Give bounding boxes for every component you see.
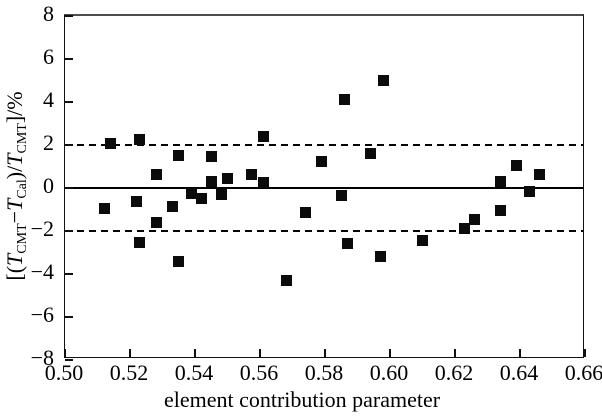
data-point [524, 185, 536, 197]
data-point [280, 274, 292, 286]
x-tick-label: 0.62 [434, 360, 474, 385]
x-tick-mark [194, 349, 196, 357]
y-tick-label: 2 [43, 130, 54, 155]
y-axis-label-segment: T [2, 153, 27, 166]
x-tick-label: 0.52 [109, 360, 149, 385]
data-point [105, 138, 116, 150]
x-tick-mark [259, 349, 261, 357]
y-tick-label: −2 [30, 216, 54, 241]
y-tick-mark [65, 58, 73, 60]
tolerance-line [65, 144, 583, 146]
y-tick-mark [65, 101, 73, 103]
data-point [186, 187, 198, 199]
y-tick-mark [65, 15, 73, 17]
y-tick-label: −4 [30, 259, 54, 284]
data-point [150, 216, 162, 228]
y-tick-mark [65, 144, 73, 146]
data-point [134, 134, 146, 146]
data-point [166, 200, 178, 212]
data-point [339, 94, 350, 106]
y-tick-label: 0 [43, 173, 54, 198]
data-point [131, 196, 142, 208]
data-point [495, 176, 506, 188]
data-point [257, 130, 269, 142]
data-point [205, 176, 217, 188]
data-point [342, 238, 354, 250]
data-point [215, 188, 227, 200]
data-point [134, 237, 146, 249]
x-tick-label: 0.64 [499, 360, 539, 385]
x-tick-mark [389, 349, 391, 357]
data-point [365, 148, 376, 160]
data-point [378, 75, 389, 86]
data-point [196, 193, 207, 205]
data-point [417, 235, 428, 247]
y-tick-mark [65, 187, 73, 189]
data-point [459, 223, 471, 235]
data-point [98, 202, 110, 214]
x-tick-mark [519, 349, 521, 357]
y-tick-label: −8 [30, 345, 54, 370]
x-tick-label: 0.66 [564, 360, 602, 385]
data-point [495, 205, 506, 217]
y-tick-label: −6 [30, 302, 54, 327]
y-tick-mark [65, 230, 73, 232]
x-tick-mark [584, 349, 586, 357]
x-axis-label: element contribution parameter [163, 387, 441, 412]
x-tick-label: 0.54 [174, 360, 214, 385]
y-tick-mark [65, 316, 73, 318]
y-tick-mark [65, 273, 73, 275]
data-point [511, 159, 523, 171]
x-tick-mark [64, 349, 66, 357]
zero-line [65, 187, 583, 189]
x-tick-label: 0.58 [304, 360, 344, 385]
data-point [173, 255, 185, 267]
x-tick-label: 0.56 [239, 360, 279, 385]
tolerance-line [65, 230, 583, 232]
y-tick-label: 6 [43, 44, 54, 69]
data-point [257, 177, 269, 189]
data-point [335, 190, 347, 202]
y-tick-label: 4 [43, 87, 54, 112]
data-point [205, 151, 217, 163]
x-tick-mark [129, 349, 131, 357]
y-tick-mark [65, 359, 73, 361]
data-point [150, 168, 162, 180]
x-tick-label: 0.50 [44, 360, 84, 385]
data-point [316, 155, 328, 167]
plot-area [64, 14, 586, 361]
data-point [222, 172, 233, 184]
data-point [374, 251, 386, 263]
y-axis-label-segment: T [2, 198, 27, 211]
data-point [469, 213, 480, 225]
data-point [246, 168, 258, 180]
data-point [300, 207, 311, 219]
y-tick-label: 8 [43, 1, 54, 26]
x-tick-label: 0.60 [369, 360, 409, 385]
x-tick-mark [324, 349, 326, 357]
data-point [534, 168, 545, 180]
data-point [173, 150, 185, 162]
x-tick-mark [454, 349, 456, 357]
